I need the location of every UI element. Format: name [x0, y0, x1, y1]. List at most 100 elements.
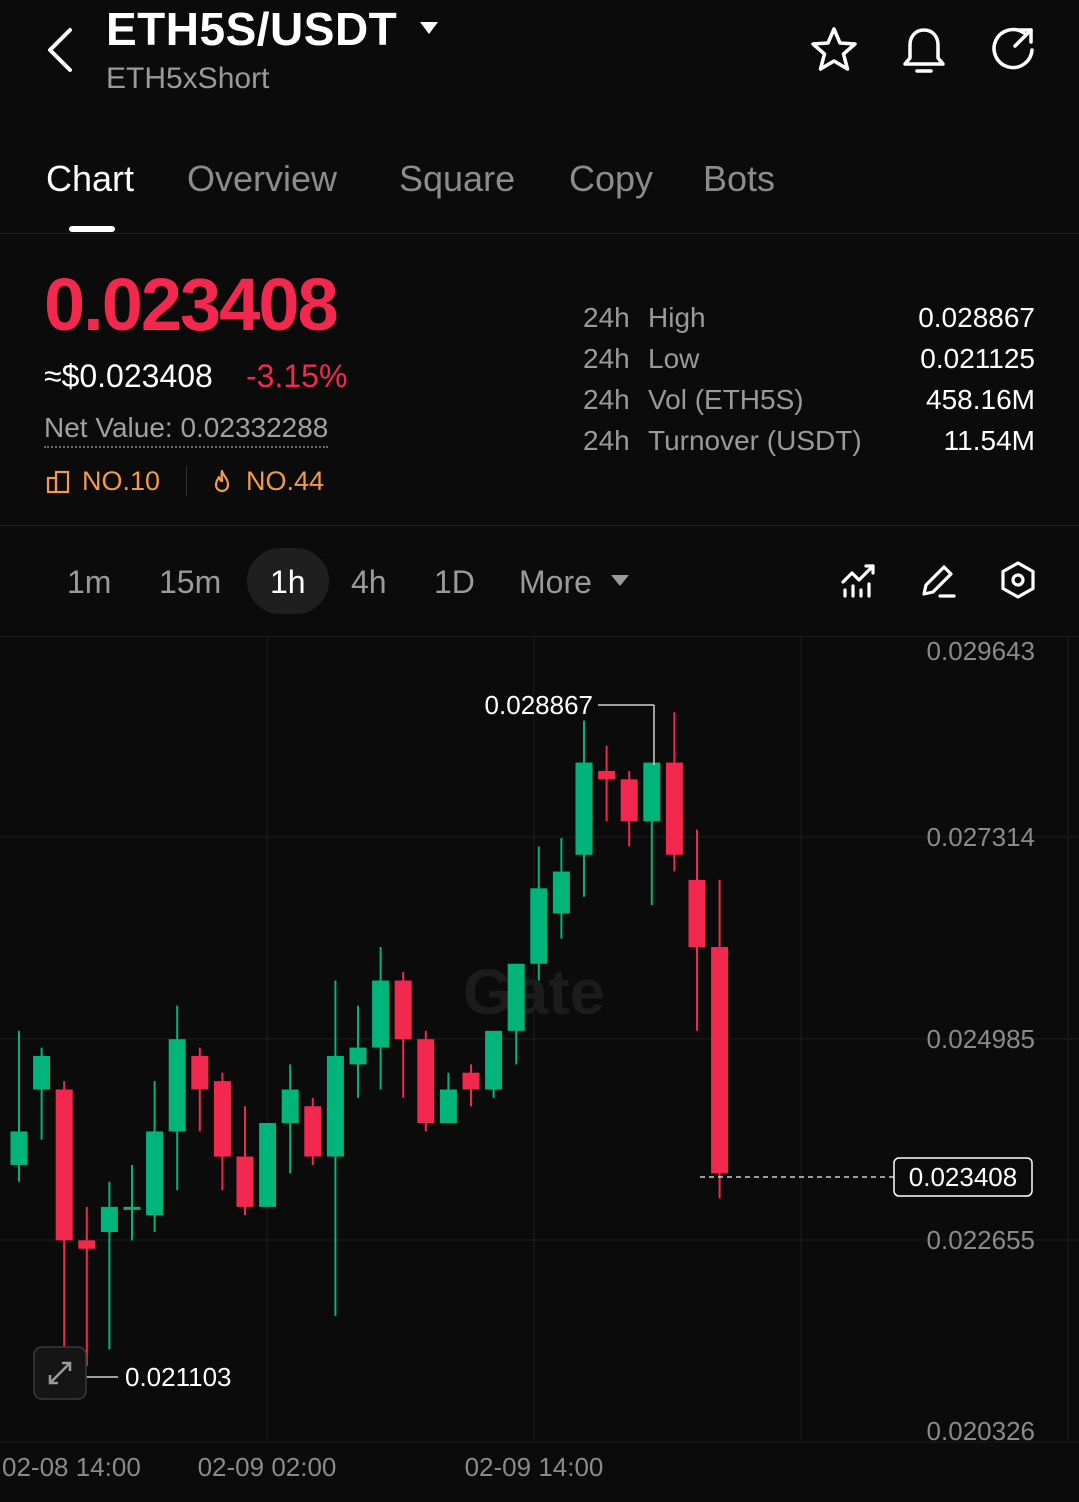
share-icon[interactable] [987, 24, 1039, 76]
low-marker: 0.021103 [68, 1362, 232, 1392]
interval-1d[interactable]: 1D [434, 564, 475, 600]
draw-icon[interactable] [918, 560, 958, 600]
divider [0, 525, 1079, 526]
last-price-marker: 0.023408 [700, 1157, 1033, 1197]
ranking-icon [46, 470, 70, 493]
candle-up [33, 1055, 51, 1090]
candle-down [665, 762, 683, 855]
usd-price: ≈$0.023408 [44, 358, 213, 394]
tab-square[interactable]: Square [399, 158, 516, 199]
indicators-icon[interactable] [839, 560, 879, 600]
active-interval-pill [247, 548, 329, 614]
candle-down [304, 1106, 322, 1157]
candle-up [530, 888, 548, 964]
interval-1h[interactable]: 1h [270, 564, 306, 600]
watermark: Gate [463, 956, 605, 1028]
candle-up [643, 762, 661, 822]
pair-title[interactable]: ETH5S/USDT [106, 3, 398, 55]
tab-chart[interactable]: Chart [46, 158, 135, 199]
divider [0, 233, 1079, 234]
x-tick-label: 02-09 02:00 [198, 1452, 337, 1482]
candle-up [575, 762, 593, 855]
tab-copy[interactable]: Copy [569, 158, 654, 199]
candle-down [620, 779, 638, 822]
bell-icon[interactable] [898, 24, 950, 76]
interval-15m[interactable]: 15m [159, 564, 222, 600]
stat-label-turnover: Turnover (USDT) [648, 425, 862, 456]
tab-bots[interactable]: Bots [703, 158, 776, 199]
tab-overview[interactable]: Overview [187, 158, 338, 199]
y-tick-label: 0.020326 [927, 1416, 1035, 1446]
high-marker-label: 0.028867 [485, 690, 593, 720]
stat-period: 24h [583, 302, 630, 333]
stat-period: 24h [583, 384, 630, 415]
candle-down [688, 879, 706, 947]
chart-grid [0, 636, 1079, 1443]
candle-up [259, 1123, 277, 1207]
stat-value-volume: 458.16M [926, 384, 1035, 415]
candles [10, 712, 729, 1367]
candle-up [439, 1089, 457, 1124]
x-tick-label: 02-09 14:00 [465, 1452, 604, 1482]
candle-up [326, 1055, 344, 1157]
candle-down [191, 1055, 209, 1090]
candle-up [507, 963, 525, 1031]
candle-down [598, 770, 616, 780]
candle-up [372, 980, 390, 1048]
stat-period: 24h [583, 425, 630, 456]
pair-subtitle: ETH5xShort [106, 62, 270, 95]
back-icon[interactable] [40, 22, 84, 78]
settings-icon[interactable] [998, 560, 1038, 600]
stat-label-low: Low [648, 343, 700, 374]
rank-hot-badge[interactable]: NO.10 [46, 466, 160, 497]
candle-down [213, 1081, 231, 1157]
candle-up [123, 1206, 141, 1210]
stat-value-high: 0.028867 [918, 302, 1035, 333]
net-value[interactable]: Net Value: 0.02332288 [44, 412, 329, 448]
x-tick-label: 02-08 14:00 [2, 1452, 141, 1482]
star-icon[interactable] [808, 24, 860, 76]
candle-up [10, 1131, 28, 1165]
interval-4h[interactable]: 4h [351, 564, 387, 600]
candle-up [281, 1089, 299, 1124]
candle-up [552, 871, 570, 914]
candle-up [168, 1039, 186, 1132]
interval-1m[interactable]: 1m [67, 564, 112, 600]
candle-up [146, 1131, 164, 1216]
high-marker: 0.028867 [485, 690, 655, 765]
flame-icon [214, 469, 230, 492]
low-marker-label: 0.021103 [125, 1362, 232, 1392]
candle-down [236, 1156, 254, 1207]
stat-value-turnover: 11.54M [943, 425, 1035, 456]
divider [186, 466, 187, 496]
candle-down [394, 980, 412, 1040]
stat-label-volume: Vol (ETH5S) [648, 384, 804, 415]
candlestick-chart[interactable]: Gate 0.029643 0.027314 0.024985 0.022655… [0, 636, 1079, 1502]
y-axis: 0.029643 0.027314 0.024985 0.022655 0.02… [927, 636, 1035, 1446]
expand-icon [48, 1361, 72, 1385]
pair-dropdown-caret-icon[interactable] [418, 20, 440, 36]
candle-up [349, 1047, 367, 1065]
candle-down [711, 946, 729, 1174]
expand-chart-button[interactable] [33, 1346, 87, 1400]
stat-value-low: 0.021125 [920, 343, 1035, 374]
active-tab-indicator [69, 226, 115, 232]
y-tick-label: 0.022655 [927, 1225, 1035, 1255]
interval-more[interactable]: More [519, 564, 592, 600]
y-tick-label: 0.024985 [927, 1024, 1035, 1054]
candle-up [485, 1030, 503, 1090]
candle-up [100, 1206, 118, 1232]
rank-trend-badge[interactable]: NO.44 [210, 466, 324, 497]
x-axis: 02-08 14:00 02-09 02:00 02-09 14:00 [2, 1452, 603, 1482]
chevron-down-icon[interactable] [610, 574, 630, 588]
stat-period: 24h [583, 343, 630, 374]
last-price: 0.023408 [44, 263, 339, 346]
last-price-marker-label: 0.023408 [909, 1162, 1017, 1192]
candle-down [78, 1240, 96, 1249]
candle-down [55, 1089, 73, 1241]
stat-label-high: High [648, 302, 706, 333]
candle-down [462, 1072, 480, 1090]
y-tick-label: 0.027314 [927, 822, 1035, 852]
rank-trend-label: NO.44 [246, 466, 325, 496]
y-tick-label: 0.029643 [927, 636, 1035, 666]
